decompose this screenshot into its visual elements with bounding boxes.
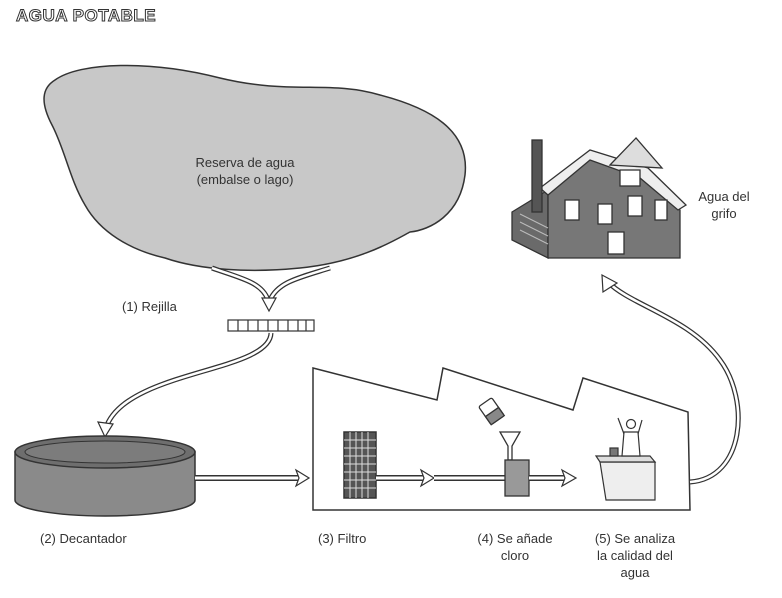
reservoir-cloud [43,64,467,272]
step-chlorine-label: (4) Se añade cloro [455,530,575,564]
step-analysis-line2: la calidad del [597,548,673,563]
reservoir-label-line1: Reserva de agua [195,155,295,170]
house-label: Agua del grifo [684,188,764,222]
reservoir-to-grid-arrow [211,265,331,313]
plant-to-house-arrow [601,273,741,485]
step-analysis-line1: (5) Se analiza [594,531,676,546]
house-label-line1: Agua del [698,189,750,204]
analysis-lab-bench [594,417,657,501]
filter-unit [343,431,377,499]
pipe-chlorine-to-analysis [529,468,578,488]
house [511,137,688,260]
step-analysis-label: (5) Se analiza la calidad del agua [575,530,695,581]
step-chlorine-line1: (4) Se añade [477,531,553,546]
grid-to-tank-arrow [96,332,274,439]
step-grid-label: (1) Rejilla [122,299,177,314]
step-chlorine-line2: cloro [500,548,530,563]
reservoir-label-line2: (embalse o lago) [196,172,294,187]
pipe-tank-to-filter [195,468,311,488]
reservoir-label: Reserva de agua (embalse o lago) [160,154,330,188]
settling-tank [14,435,196,517]
step-filter-label: (3) Filtro [318,531,367,546]
step-settler-label: (2) Decantador [40,531,127,546]
chlorine-dosing [478,397,530,497]
treatment-plant-outline [312,367,691,511]
pipe-filter-to-chlorine [376,468,505,488]
house-label-line2: grifo [711,206,737,221]
grid-screen [227,319,315,332]
step-analysis-line3: agua [620,565,650,580]
page-title: AGUA POTABLE [15,6,157,26]
